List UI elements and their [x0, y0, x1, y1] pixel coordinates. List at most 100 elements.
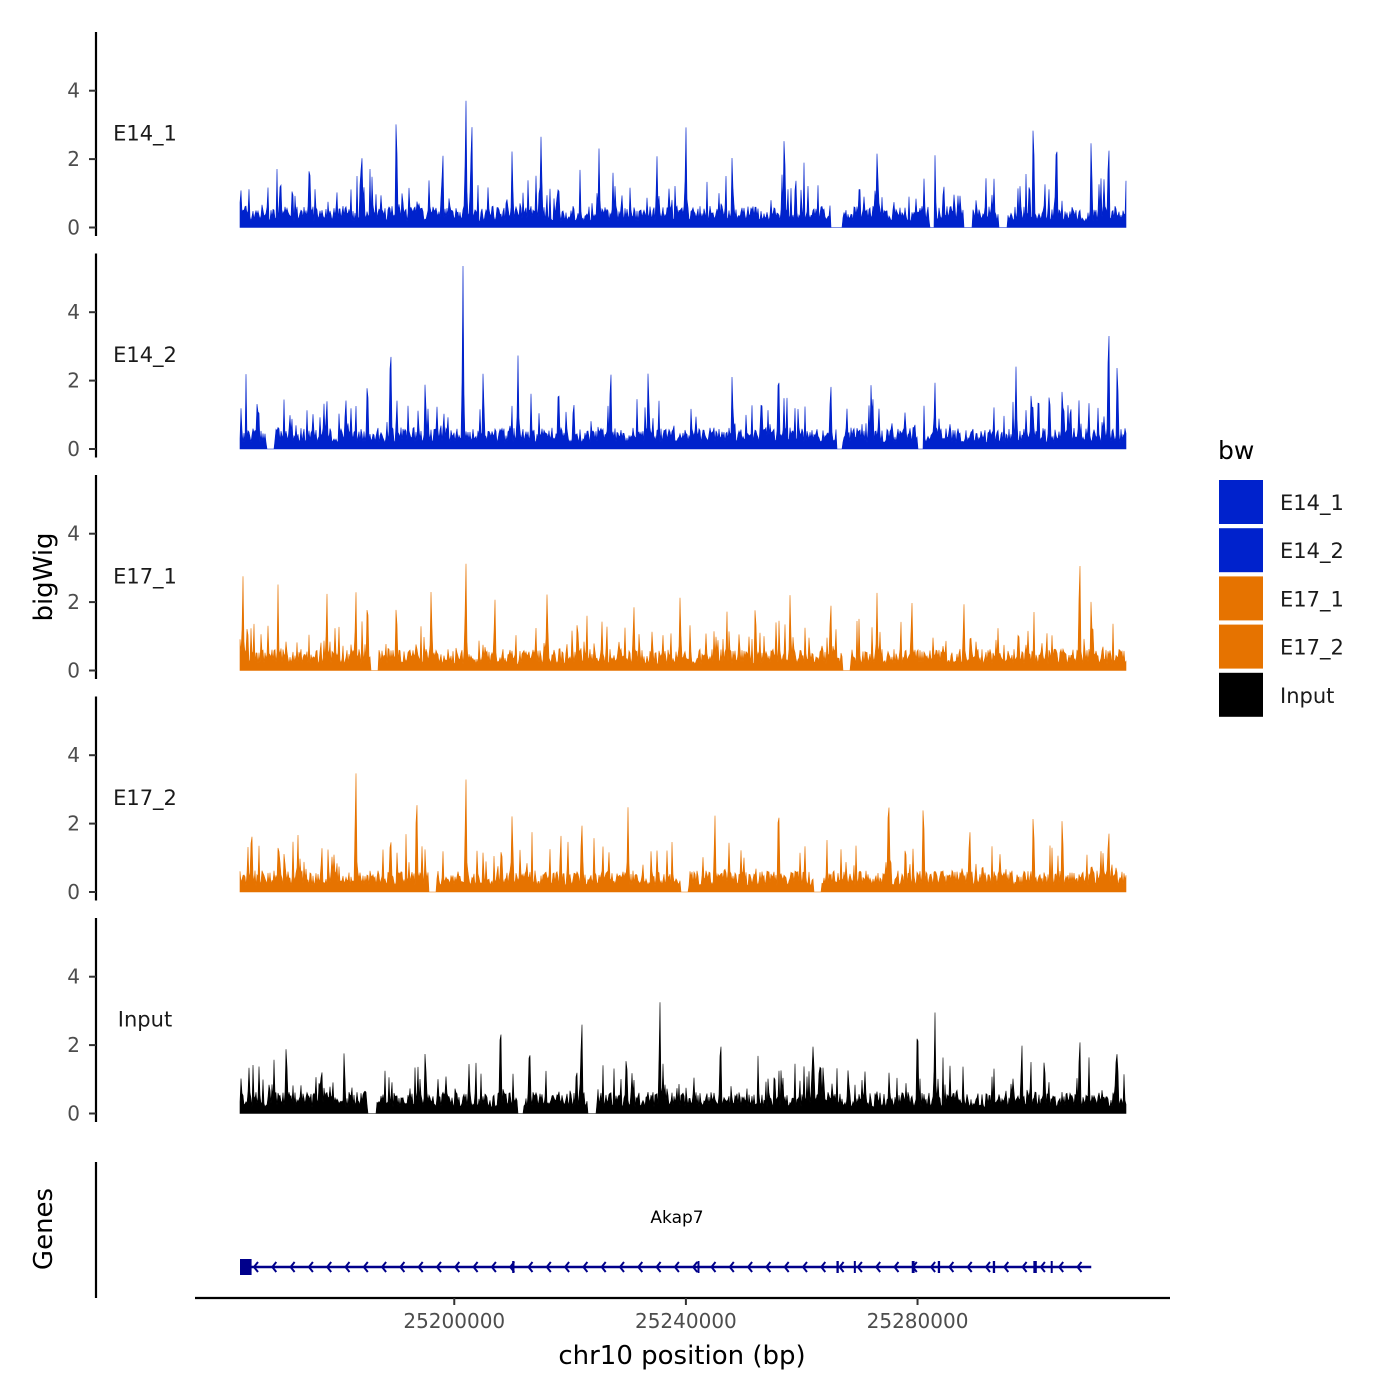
legend-label: Input — [1280, 684, 1334, 708]
y-tick-label: 0 — [67, 1102, 80, 1126]
strand-arrow — [820, 1261, 827, 1273]
strand-arrow — [655, 1261, 662, 1273]
gene-exon — [853, 1261, 856, 1273]
y-tick-label: 4 — [67, 79, 80, 103]
gene-exon — [1050, 1261, 1053, 1273]
legend: bw E14_1 E14_2 E17_1 E17_2 Input — [1218, 436, 1344, 717]
y-tick-label: 4 — [67, 522, 80, 546]
strand-arrow — [472, 1261, 479, 1273]
legend-item: E14_2 — [1219, 528, 1344, 573]
strand-arrow — [271, 1261, 278, 1273]
y-tick-label: 4 — [67, 743, 80, 767]
y-tick-label: 0 — [67, 216, 80, 240]
strand-arrow — [728, 1261, 735, 1273]
track-label: E17_2 — [113, 786, 177, 811]
track-label: E14_2 — [113, 343, 177, 368]
y-tick-label: 2 — [67, 812, 80, 836]
strand-arrow — [948, 1261, 955, 1273]
strand-arrow — [874, 1261, 881, 1273]
y-tick-label: 4 — [67, 965, 80, 989]
gene-exon — [697, 1261, 700, 1273]
y-tick-label: 2 — [67, 1033, 80, 1057]
strand-arrow — [307, 1261, 314, 1273]
strand-arrow — [417, 1261, 424, 1273]
strand-arrow — [527, 1261, 534, 1273]
track-label: E14_1 — [113, 121, 177, 146]
legend-item: E17_1 — [1219, 576, 1344, 621]
coverage-area-input — [239, 1002, 1127, 1114]
gene-exon — [911, 1261, 915, 1273]
y-tick-label: 0 — [67, 437, 80, 461]
coverage-area-e14-2 — [239, 265, 1127, 450]
gene-exon — [1033, 1261, 1037, 1273]
strand-arrow — [765, 1261, 772, 1273]
strand-arrow — [545, 1261, 552, 1273]
strand-arrow — [893, 1261, 900, 1273]
coverage-area-e17-2 — [239, 773, 1127, 893]
strand-arrow — [1021, 1261, 1028, 1273]
gene-label: Akap7 — [650, 1208, 703, 1228]
strand-arrow — [1076, 1261, 1083, 1273]
strand-arrow — [637, 1261, 644, 1273]
strand-arrow — [454, 1261, 461, 1273]
legend-label: E14_2 — [1280, 539, 1344, 564]
track-panels: 0 2 4 E14_1 0 2 4 E14_2 0 2 4 E17_1 0 2 4 E17_2 0 2 4 Input — [67, 32, 1127, 1126]
coverage-area-e17-1 — [239, 563, 1127, 671]
strand-arrow — [1003, 1261, 1010, 1273]
strand-arrow — [582, 1261, 589, 1273]
x-tick-label: 25240000 — [635, 1309, 737, 1333]
strand-arrow — [710, 1261, 717, 1273]
track-e17-1: 0 2 4 E17_1 — [67, 475, 1127, 683]
y-tick-label: 2 — [67, 369, 80, 393]
legend-label: E17_1 — [1280, 587, 1344, 612]
strand-arrow — [618, 1261, 625, 1273]
x-axis: 25200000 25240000 25280000 — [195, 1296, 1170, 1333]
track-e17-2: 0 2 4 E17_2 — [67, 696, 1127, 904]
strand-arrow — [838, 1261, 845, 1273]
x-axis-title: chr10 position (bp) — [558, 1341, 805, 1371]
y-tick-label: 2 — [67, 147, 80, 171]
strand-arrow — [399, 1261, 406, 1273]
legend-swatch — [1219, 576, 1263, 621]
gene-exon — [240, 1259, 252, 1275]
strand-arrow — [252, 1261, 259, 1273]
genes-axis-title: Genes — [29, 1188, 59, 1270]
strand-arrow — [1057, 1261, 1064, 1273]
strand-arrow — [600, 1261, 607, 1273]
genes-track: Genes Akap7 — [29, 1162, 1092, 1298]
strand-arrow — [1039, 1261, 1046, 1273]
x-tick-label: 25280000 — [867, 1309, 969, 1333]
y-tick-label: 4 — [67, 300, 80, 324]
legend-swatch — [1219, 672, 1263, 717]
strand-arrow — [344, 1261, 351, 1273]
gene-exon — [836, 1261, 839, 1273]
y-axis-title: bigWig — [29, 532, 59, 621]
strand-arrow — [380, 1261, 387, 1273]
legend-label: E14_1 — [1280, 491, 1344, 516]
y-tick-label: 2 — [67, 590, 80, 614]
track-label: Input — [118, 1007, 172, 1031]
gene-model-akap7 — [240, 1259, 1092, 1275]
strand-arrow — [691, 1261, 698, 1273]
strand-arrow — [289, 1261, 296, 1273]
gene-exon — [992, 1261, 996, 1273]
strand-arrow — [563, 1261, 570, 1273]
legend-item: Input — [1219, 672, 1334, 717]
strand-arrow — [362, 1261, 369, 1273]
coverage-area-e14-1 — [239, 100, 1127, 228]
gene-exon — [937, 1261, 941, 1273]
strand-arrow — [746, 1261, 753, 1273]
y-tick-label: 0 — [67, 659, 80, 683]
strand-arrow — [490, 1261, 497, 1273]
legend-swatch — [1219, 528, 1263, 573]
strand-arrow — [325, 1261, 332, 1273]
legend-title: bw — [1218, 436, 1254, 465]
strand-arrow — [856, 1261, 863, 1273]
x-tick-label: 25200000 — [403, 1309, 505, 1333]
legend-item: E17_2 — [1219, 624, 1344, 669]
strand-arrow — [435, 1261, 442, 1273]
strand-arrow — [801, 1261, 808, 1273]
legend-item: E14_1 — [1219, 480, 1344, 524]
track-input: 0 2 4 Input — [67, 918, 1127, 1126]
